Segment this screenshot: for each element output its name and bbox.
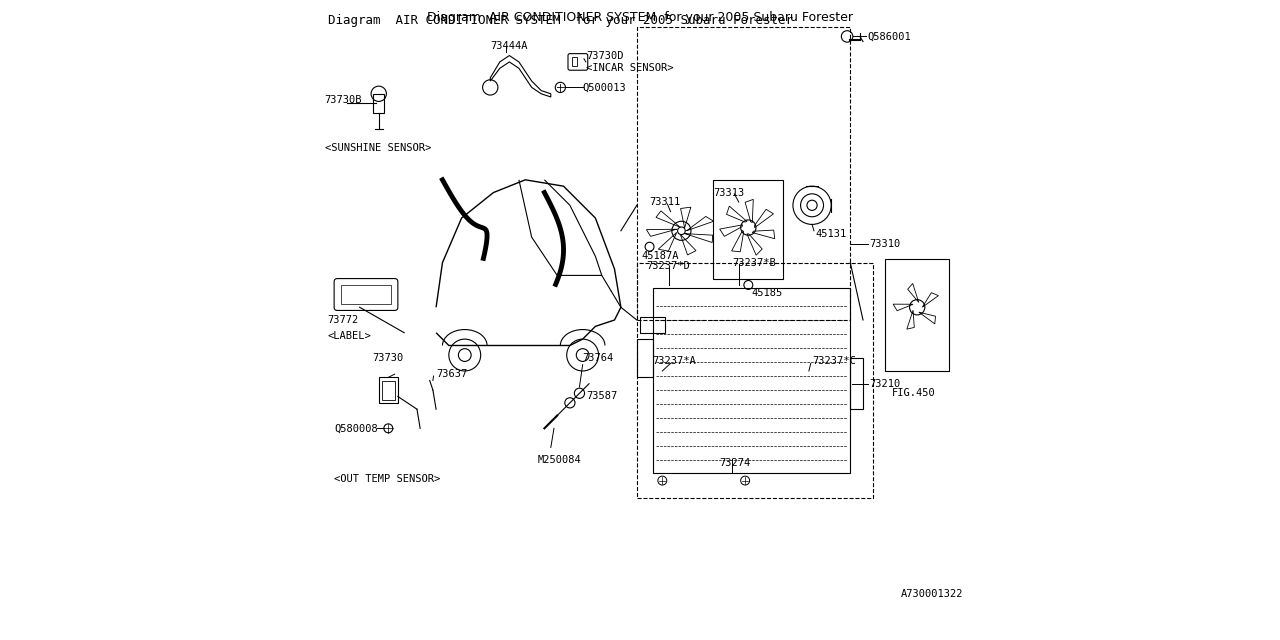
Text: 73310: 73310 <box>869 239 901 248</box>
Text: Diagram  AIR CONDITIONER SYSTEM  for your 2005 Subaru Forester: Diagram AIR CONDITIONER SYSTEM for your … <box>428 11 852 24</box>
Bar <box>379 378 398 403</box>
Bar <box>653 288 850 473</box>
Text: <OUT TEMP SENSOR>: <OUT TEMP SENSOR> <box>334 474 440 484</box>
Bar <box>340 285 392 304</box>
Text: 73730B: 73730B <box>325 95 362 105</box>
Text: 73587: 73587 <box>586 392 617 401</box>
Text: M250084: M250084 <box>538 455 582 465</box>
Text: 73444A: 73444A <box>490 41 527 51</box>
Text: FIG.450: FIG.450 <box>892 388 936 398</box>
Bar <box>850 358 863 409</box>
Text: 45187A: 45187A <box>641 252 678 261</box>
Bar <box>372 94 384 113</box>
Bar <box>637 27 850 320</box>
Text: 73637: 73637 <box>436 369 467 379</box>
Bar <box>381 381 394 399</box>
Text: 73237*C: 73237*C <box>812 356 856 367</box>
Bar <box>640 317 666 333</box>
Text: 73311: 73311 <box>649 197 681 207</box>
Text: A730001322: A730001322 <box>901 589 964 599</box>
Text: <SUNSHINE SENSOR>: <SUNSHINE SENSOR> <box>325 143 431 153</box>
Text: 73313: 73313 <box>713 188 745 198</box>
Text: 73772: 73772 <box>328 315 358 325</box>
Text: 73764: 73764 <box>582 353 614 364</box>
Text: 73730D: 73730D <box>586 51 623 61</box>
Text: Q586001: Q586001 <box>868 31 911 42</box>
Text: Q580008: Q580008 <box>334 423 378 433</box>
Text: 73237*D: 73237*D <box>646 261 690 271</box>
Bar <box>637 339 653 378</box>
Bar <box>572 58 577 67</box>
Text: 45185: 45185 <box>751 288 783 298</box>
Text: 73210: 73210 <box>869 379 901 388</box>
Text: 73237*B: 73237*B <box>732 258 776 268</box>
Text: 73274: 73274 <box>719 458 751 468</box>
Text: 73730: 73730 <box>372 353 403 364</box>
Text: <INCAR SENSOR>: <INCAR SENSOR> <box>586 63 673 74</box>
Text: Diagram  AIR CONDITIONER SYSTEM  for your 2005 Subaru Forester: Diagram AIR CONDITIONER SYSTEM for your … <box>328 14 792 27</box>
Text: 45131: 45131 <box>815 229 846 239</box>
Bar <box>886 259 948 371</box>
Text: <LABEL>: <LABEL> <box>328 331 371 341</box>
Bar <box>713 180 783 278</box>
Text: 73237*A: 73237*A <box>653 356 696 367</box>
Text: Q500013: Q500013 <box>582 83 626 92</box>
Bar <box>637 262 873 499</box>
